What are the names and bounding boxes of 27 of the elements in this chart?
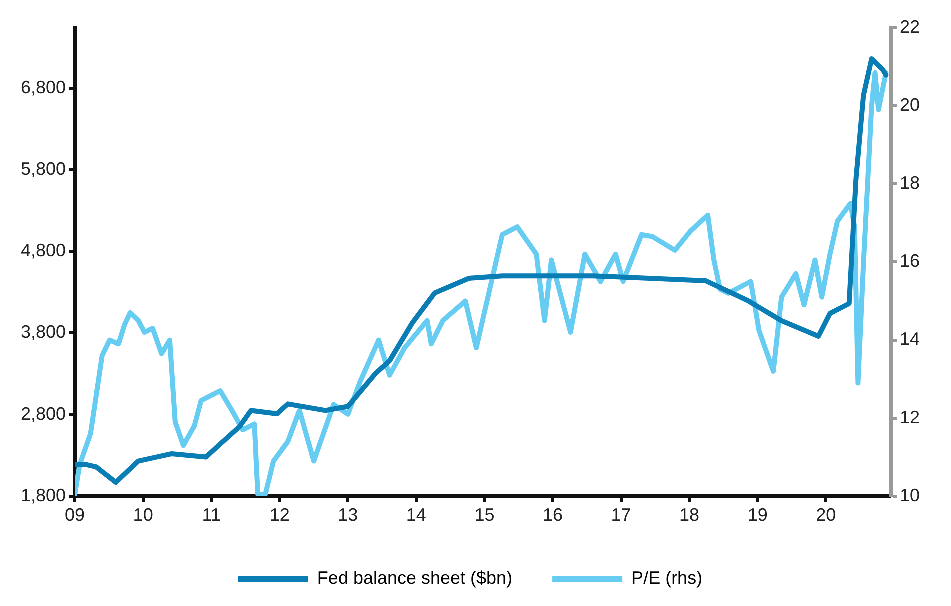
x-tick-label: 19 xyxy=(748,505,768,526)
y2-tick-label: 22 xyxy=(900,16,920,37)
x-tick-label: 12 xyxy=(270,505,290,526)
y2-tick-label: 10 xyxy=(900,485,920,506)
legend-label: P/E (rhs) xyxy=(632,568,703,588)
y-tick-label: 3,800 xyxy=(20,322,66,342)
x-tick-label: 20 xyxy=(816,505,836,526)
x-tick-label: 09 xyxy=(65,505,86,526)
y-tick-label: 5,800 xyxy=(20,158,66,179)
y2-tick-label: 20 xyxy=(900,95,920,116)
x-tick-label: 11 xyxy=(202,505,221,526)
y2-tick-label: 18 xyxy=(900,173,920,194)
x-tick-label: 14 xyxy=(406,505,426,526)
y2-tick-label: 12 xyxy=(900,407,920,428)
y-tick-label: 1,800 xyxy=(20,485,66,506)
y2-tick-label: 14 xyxy=(900,329,920,350)
legend-label: Fed balance sheet ($bn) xyxy=(317,568,513,588)
x-tick-label: 16 xyxy=(542,505,564,526)
y-tick-label: 4,800 xyxy=(20,240,66,261)
x-tick-label: 10 xyxy=(133,505,154,526)
x-tick-label: 17 xyxy=(611,505,632,526)
x-tick-label: 13 xyxy=(338,505,358,526)
y-tick-label: 6,800 xyxy=(20,77,66,98)
x-tick-label: 18 xyxy=(680,505,700,526)
x-tick-label: 15 xyxy=(474,505,495,526)
y-tick-label: 2,800 xyxy=(20,404,66,424)
y2-tick-label: 16 xyxy=(900,251,920,272)
